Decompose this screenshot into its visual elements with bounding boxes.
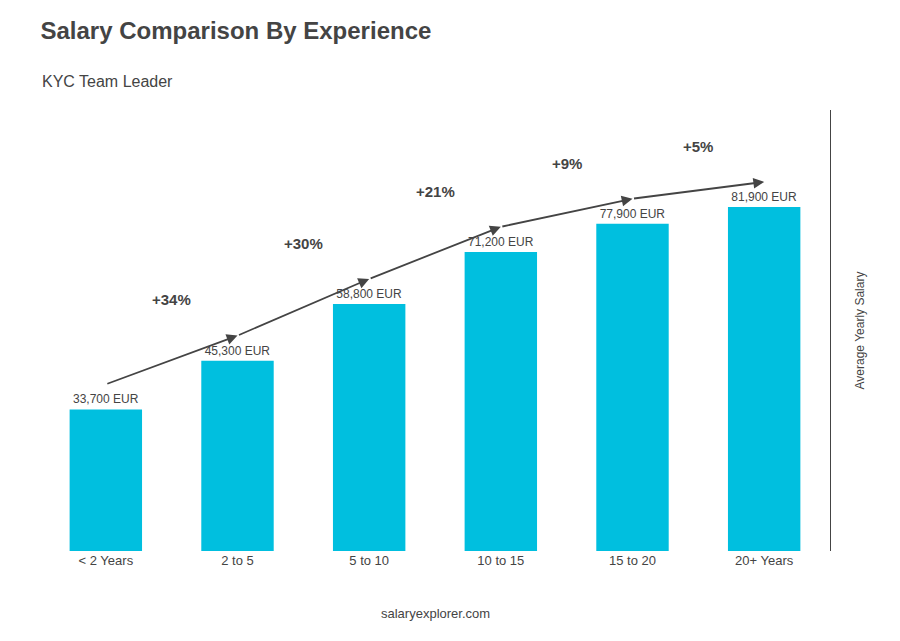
svg-text:45,300 EUR: 45,300 EUR [205,344,271,358]
svg-text:Average Yearly Salary: Average Yearly Salary [853,272,867,390]
svg-text:+9%: +9% [552,155,582,172]
svg-text:5 to 10: 5 to 10 [349,553,389,568]
svg-text:77,900 EUR: 77,900 EUR [600,207,666,221]
svg-text:2 to 5: 2 to 5 [221,553,254,568]
svg-text:KYC Team Leader: KYC Team Leader [42,73,173,90]
svg-text:71,200 EUR: 71,200 EUR [468,235,534,249]
svg-text:+30%: +30% [284,235,323,252]
svg-text:15 to 20: 15 to 20 [609,553,656,568]
svg-text:58,800 EUR: 58,800 EUR [336,287,402,301]
svg-text:+21%: +21% [416,183,455,200]
svg-text:+5%: +5% [683,138,713,155]
svg-text:< 2 Years: < 2 Years [79,553,134,568]
svg-text:salaryexplorer.com: salaryexplorer.com [381,606,490,621]
svg-text:+34%: +34% [152,291,191,308]
svg-text:Salary Comparison By Experienc: Salary Comparison By Experience [41,17,432,44]
svg-text:81,900 EUR: 81,900 EUR [731,190,797,204]
svg-text:33,700 EUR: 33,700 EUR [73,392,139,406]
svg-text:10 to 15: 10 to 15 [477,553,524,568]
svg-text:20+ Years: 20+ Years [735,553,794,568]
